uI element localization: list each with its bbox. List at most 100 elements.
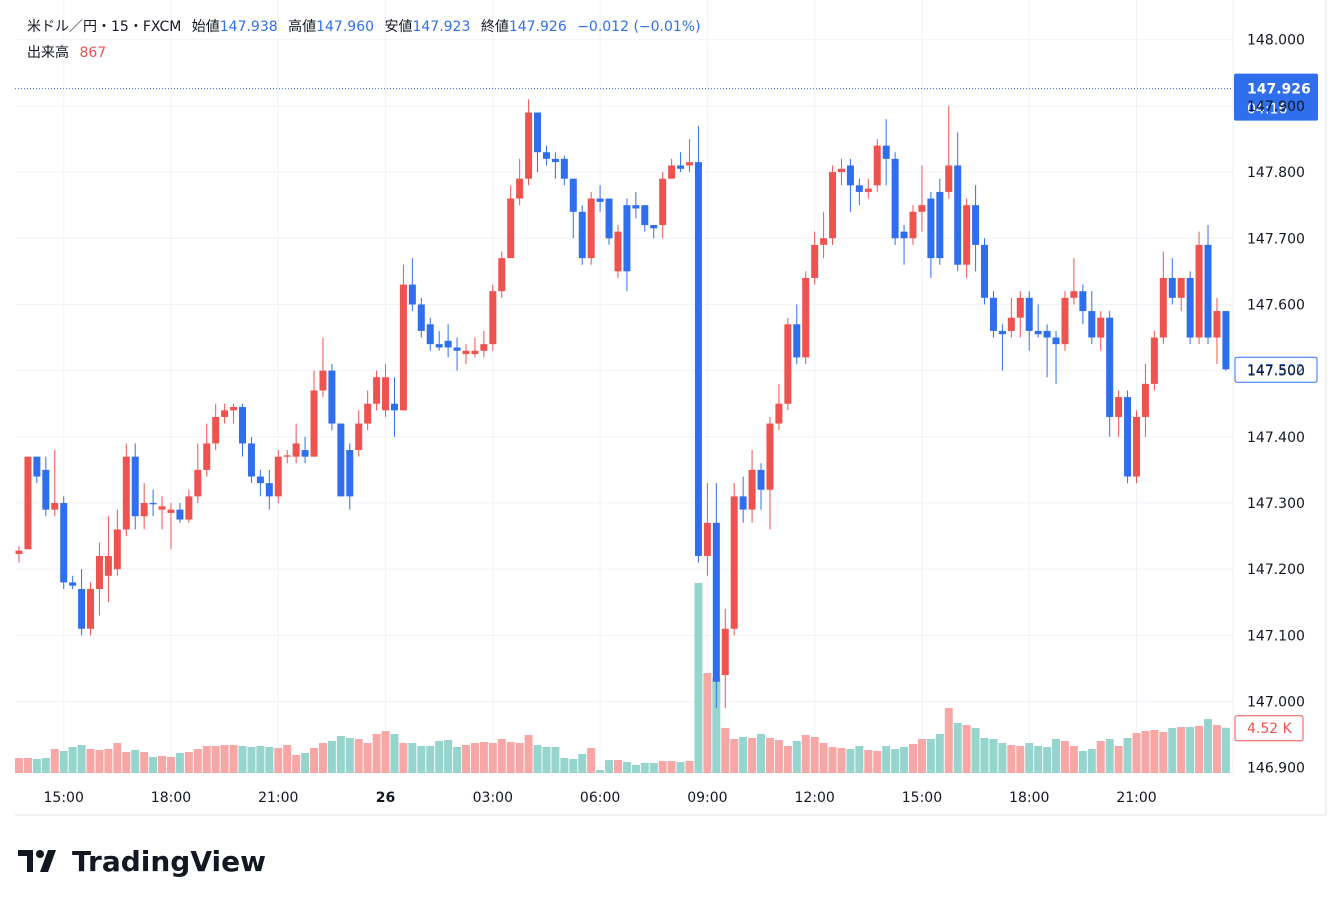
candle-body xyxy=(274,456,282,497)
value: 147.926 xyxy=(509,19,567,35)
candle-body xyxy=(989,297,997,331)
last-price-tag xyxy=(1234,356,1318,383)
candle-body xyxy=(864,188,872,192)
candle-body xyxy=(560,158,568,179)
candle-body xyxy=(319,370,327,391)
candle-body xyxy=(480,344,488,351)
volume-bar xyxy=(551,747,560,773)
candle-body xyxy=(507,198,515,259)
candle-body xyxy=(659,178,667,226)
volume-bar xyxy=(50,749,59,773)
candle-body xyxy=(694,162,702,556)
volume-bar xyxy=(506,742,515,773)
candle-body xyxy=(1115,397,1123,417)
candle-body xyxy=(33,456,41,477)
brand: TradingView xyxy=(72,845,266,878)
volume-bar xyxy=(1132,733,1141,773)
candle-body xyxy=(748,469,756,510)
volume-bar xyxy=(694,583,703,773)
volume-bar xyxy=(86,749,95,773)
candle-body xyxy=(87,589,95,629)
value: 867 xyxy=(79,45,106,61)
volume-bar xyxy=(926,739,935,773)
volume-bar xyxy=(149,757,158,773)
candle-body xyxy=(829,172,837,239)
candle-body xyxy=(802,277,810,358)
candle-body xyxy=(578,211,586,259)
volume-bar xyxy=(1025,743,1034,773)
candle-body xyxy=(820,238,828,245)
candle-body xyxy=(1043,330,1051,338)
candle-body xyxy=(1034,330,1042,335)
volume-bar xyxy=(1016,746,1025,773)
candle-body xyxy=(846,165,854,186)
candle-body xyxy=(641,205,649,226)
volume-bar xyxy=(426,746,435,773)
volume-bar xyxy=(658,761,667,773)
volume-bar xyxy=(739,737,748,773)
candle-body xyxy=(596,198,604,202)
candle-body xyxy=(1159,277,1167,338)
volume-bar xyxy=(131,750,140,773)
x-tick-label: 03:00 xyxy=(473,790,513,806)
label: 安値 xyxy=(384,19,412,35)
volume-bar xyxy=(953,723,962,773)
candle-body xyxy=(310,390,318,457)
volume-bar xyxy=(882,746,891,773)
volume-bar xyxy=(1221,727,1230,773)
candle-body xyxy=(1124,397,1132,477)
volume-bar xyxy=(1114,746,1123,773)
candle-body xyxy=(489,291,497,345)
candle-body xyxy=(811,244,819,278)
candle-body xyxy=(167,509,175,513)
volume-bar xyxy=(971,728,980,773)
volume-bar xyxy=(193,749,202,773)
candle-body xyxy=(551,158,559,163)
volume-bar xyxy=(622,762,631,773)
volume-bar xyxy=(113,743,122,773)
volume-bar xyxy=(301,753,310,773)
volume-bar xyxy=(274,748,283,773)
volume-bar xyxy=(104,749,113,773)
candle-body xyxy=(176,509,184,520)
candle-body xyxy=(525,112,533,179)
volume-bar xyxy=(944,708,953,773)
candle-body xyxy=(230,407,238,411)
candle-body xyxy=(712,522,720,682)
candle-body xyxy=(203,443,211,470)
candle-body xyxy=(149,502,157,505)
volume-bar xyxy=(59,751,68,773)
volume-bar xyxy=(649,763,658,773)
candle-body xyxy=(542,152,550,159)
volume-pane xyxy=(15,583,1230,773)
volume-bar xyxy=(810,737,819,773)
label: 出来高 xyxy=(27,44,69,61)
logo-icon xyxy=(36,850,44,858)
candle-body xyxy=(1007,317,1015,331)
price-tags: 147.926 04:16 147.502 4.52 K xyxy=(15,73,1318,742)
volume-bar xyxy=(783,746,792,773)
candle-body xyxy=(373,377,381,404)
candle-body xyxy=(212,416,220,444)
candle-body xyxy=(364,403,372,424)
y-tick-label: 148.000 xyxy=(1247,33,1305,49)
candle-body xyxy=(1061,297,1069,345)
x-tick-label: 06:00 xyxy=(580,790,620,806)
candle-body xyxy=(605,198,613,239)
volume-bar xyxy=(408,743,417,773)
candle-body xyxy=(462,350,470,355)
candle-body xyxy=(873,145,881,186)
label: 高値 xyxy=(288,18,316,35)
grid xyxy=(15,0,1233,775)
volume-bar xyxy=(345,738,354,773)
volume-bar xyxy=(175,753,184,773)
candle-body xyxy=(346,450,354,497)
candle-body xyxy=(444,340,452,348)
candle-body xyxy=(60,502,68,583)
candle-body xyxy=(390,403,398,411)
candle-body xyxy=(1106,317,1114,417)
price-tag xyxy=(1234,73,1318,121)
candle-body xyxy=(1222,311,1230,370)
candle-body xyxy=(981,244,989,298)
label: 始値 xyxy=(192,19,220,35)
